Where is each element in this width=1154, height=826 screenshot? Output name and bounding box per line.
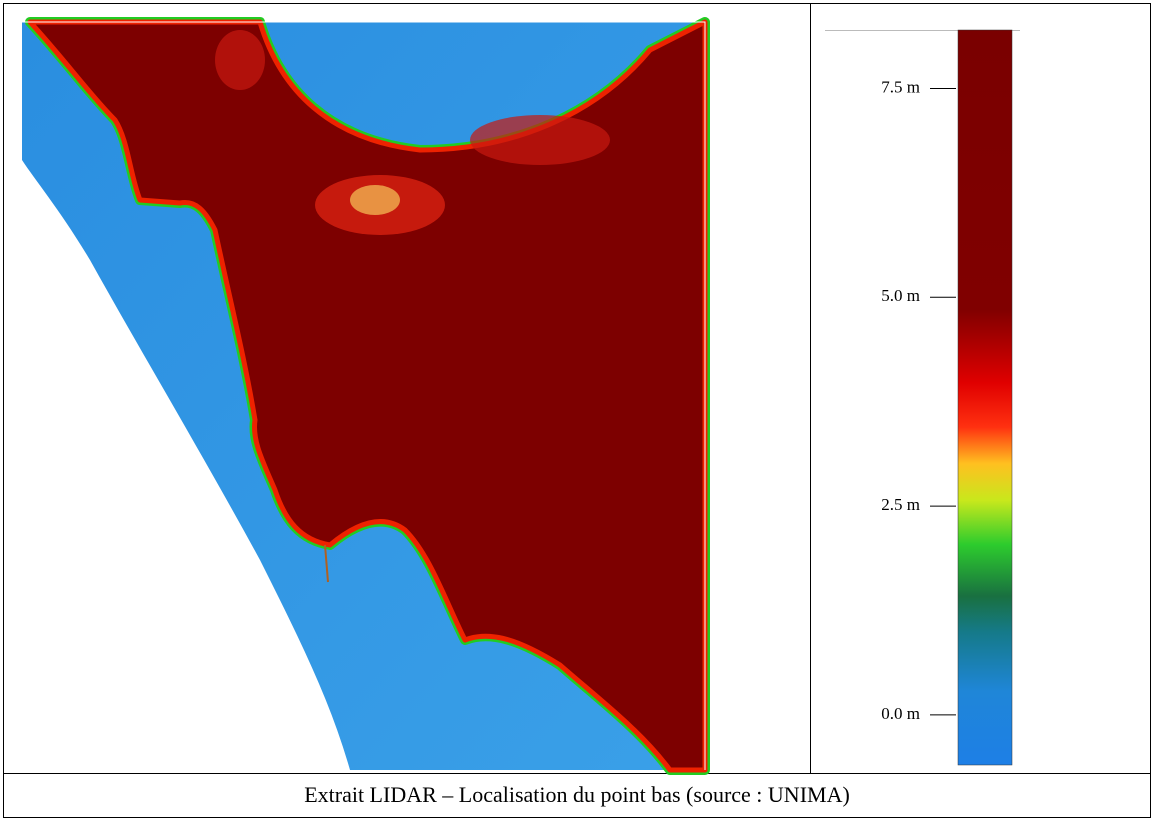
- tick-label: 0.0 m: [881, 704, 920, 723]
- colorbar: [957, 29, 1013, 766]
- caption: Extrait LIDAR – Localisation du point ba…: [304, 782, 850, 807]
- tick-label: 7.5 m: [881, 77, 920, 96]
- tick-label: 2.5 m: [881, 495, 920, 514]
- lidar-map: [22, 17, 710, 775]
- tick-label: 5.0 m: [881, 286, 920, 305]
- table-border: [3, 3, 1151, 818]
